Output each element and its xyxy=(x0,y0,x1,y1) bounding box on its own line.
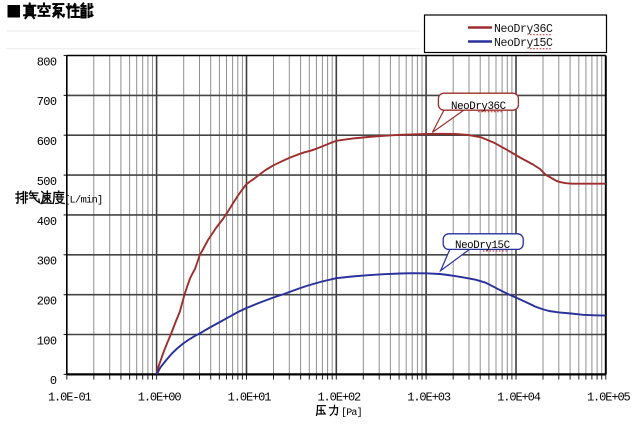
svg-text:200: 200 xyxy=(37,295,57,309)
svg-text:1.0E+02: 1.0E+02 xyxy=(317,391,361,405)
svg-text:1.0E+05: 1.0E+05 xyxy=(587,391,631,405)
svg-text:[L/min]: [L/min] xyxy=(64,195,103,207)
svg-text:[Pa]: [Pa] xyxy=(341,407,362,419)
svg-text:800: 800 xyxy=(37,55,57,69)
svg-text:700: 700 xyxy=(37,95,57,109)
svg-text:1.0E+04: 1.0E+04 xyxy=(497,391,541,405)
svg-text:0: 0 xyxy=(50,374,57,388)
svg-text:NeoDry36C: NeoDry36C xyxy=(494,23,553,36)
svg-text:NeoDry36C: NeoDry36C xyxy=(451,101,507,113)
svg-text:500: 500 xyxy=(37,175,57,189)
svg-text:400: 400 xyxy=(37,215,57,229)
svg-text:1.0E+01: 1.0E+01 xyxy=(228,391,272,405)
svg-text:600: 600 xyxy=(37,135,57,149)
svg-text:NeoDry15C: NeoDry15C xyxy=(494,37,553,50)
svg-text:300: 300 xyxy=(37,255,57,269)
svg-text:NeoDry15C: NeoDry15C xyxy=(455,240,511,252)
svg-text:100: 100 xyxy=(37,334,57,348)
svg-text:1.0E+03: 1.0E+03 xyxy=(407,391,451,405)
svg-text:1.0E-01: 1.0E-01 xyxy=(48,391,92,405)
svg-text:1.0E+00: 1.0E+00 xyxy=(138,391,182,405)
